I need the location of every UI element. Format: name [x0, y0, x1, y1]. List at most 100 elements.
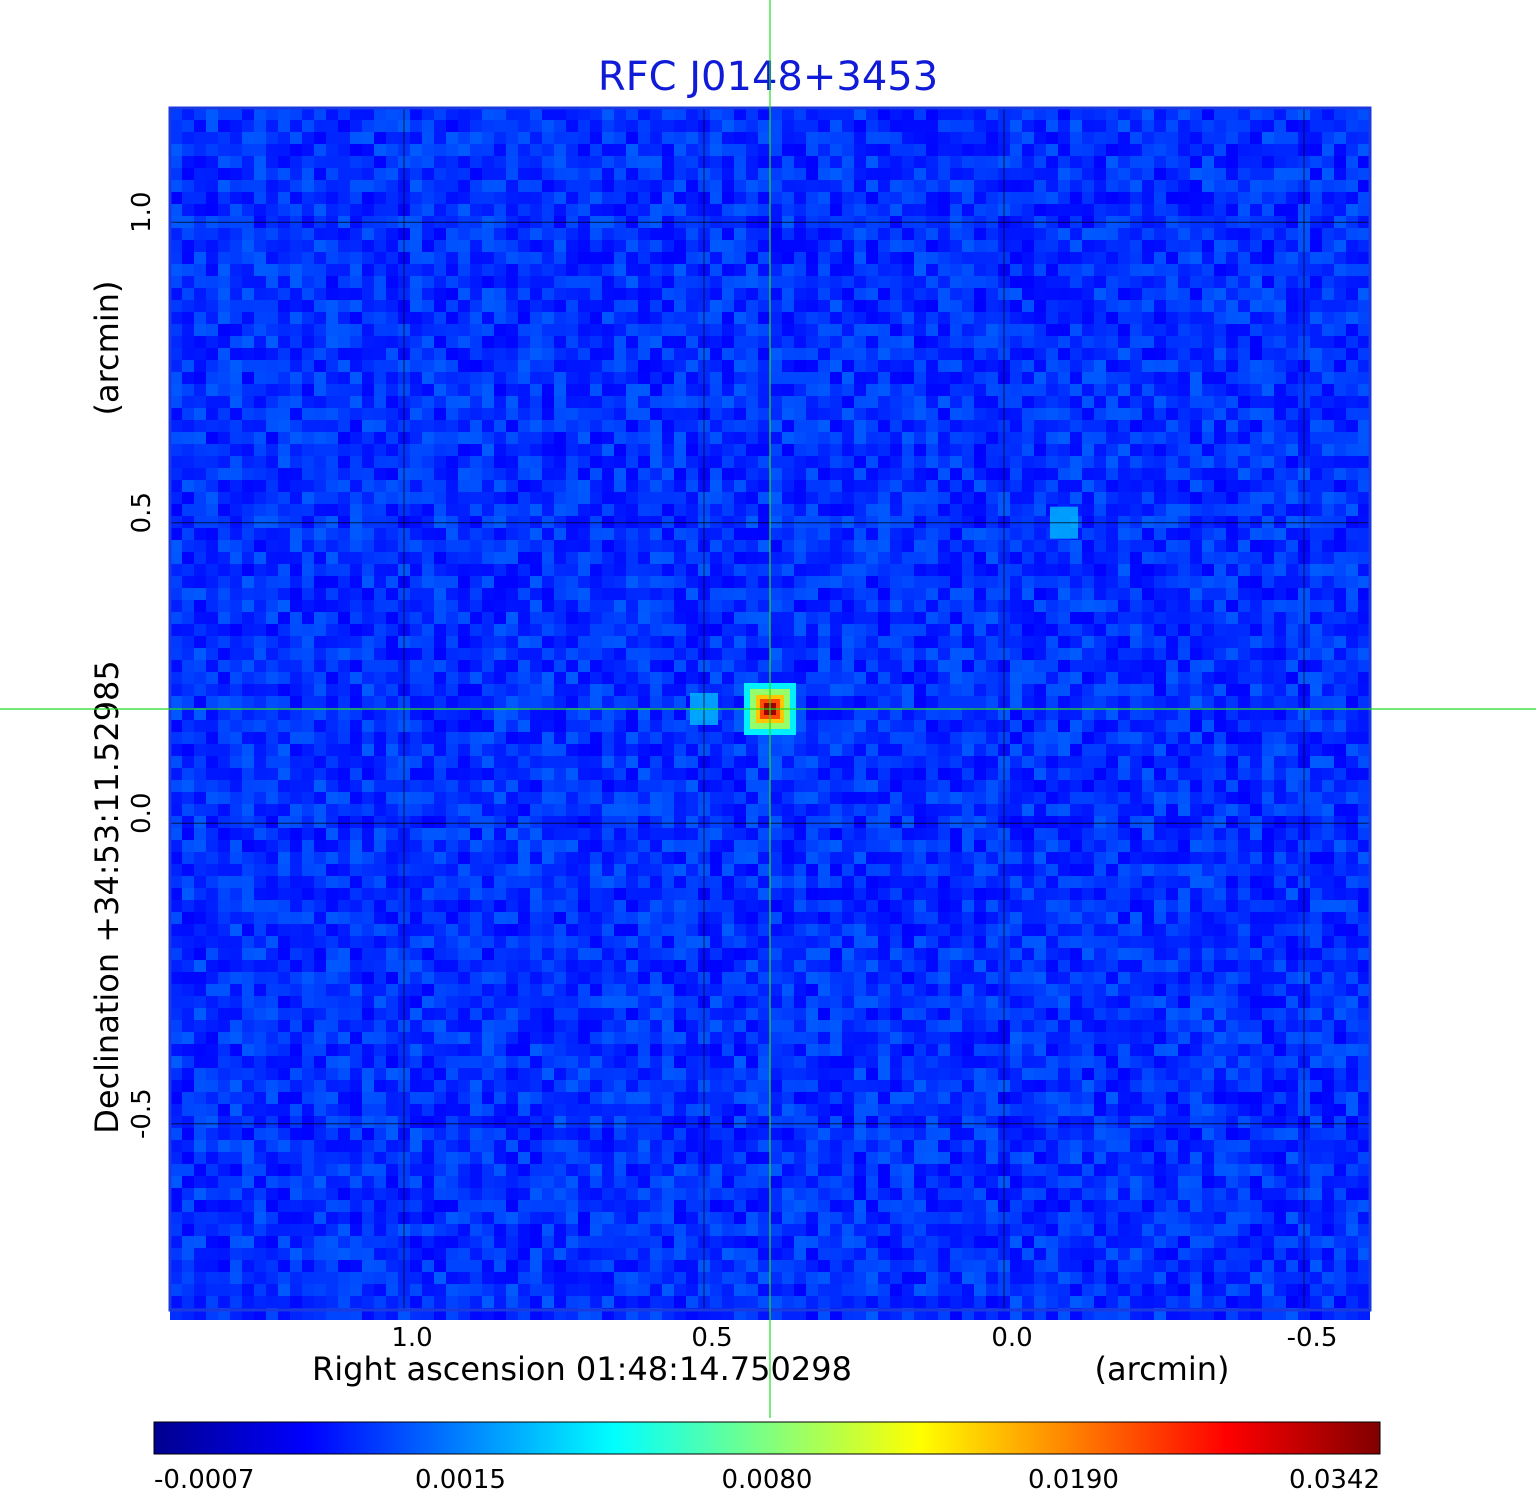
noise-pixel: [1346, 540, 1358, 552]
noise-pixel: [530, 648, 542, 660]
noise-pixel: [578, 660, 590, 672]
noise-pixel: [1262, 324, 1274, 336]
noise-pixel: [1334, 528, 1346, 540]
noise-pixel: [1358, 132, 1370, 144]
noise-pixel: [1190, 480, 1202, 492]
noise-pixel: [494, 552, 506, 564]
noise-pixel: [182, 684, 194, 696]
noise-pixel: [218, 180, 230, 192]
noise-pixel: [1322, 636, 1334, 648]
noise-pixel: [194, 648, 206, 660]
noise-pixel: [674, 648, 686, 660]
noise-pixel: [1166, 324, 1178, 336]
noise-pixel: [1130, 636, 1142, 648]
noise-pixel: [362, 492, 374, 504]
noise-pixel: [830, 672, 842, 684]
noise-pixel: [554, 240, 566, 252]
noise-pixel: [578, 168, 590, 180]
noise-pixel: [326, 300, 338, 312]
noise-pixel: [470, 588, 482, 600]
noise-pixel: [806, 672, 818, 684]
noise-pixel: [542, 180, 554, 192]
noise-pixel: [494, 324, 506, 336]
noise-pixel: [1094, 300, 1106, 312]
noise-pixel: [386, 432, 398, 444]
noise-pixel: [1142, 372, 1154, 384]
noise-pixel: [1310, 360, 1322, 372]
noise-pixel: [602, 336, 614, 348]
noise-pixel: [902, 612, 914, 624]
noise-pixel: [1178, 120, 1190, 132]
noise-pixel: [590, 468, 602, 480]
noise-pixel: [506, 444, 518, 456]
noise-pixel: [1214, 672, 1226, 684]
noise-pixel: [662, 252, 674, 264]
noise-pixel: [278, 372, 290, 384]
noise-pixel: [590, 228, 602, 240]
noise-pixel: [794, 432, 806, 444]
noise-pixel: [458, 612, 470, 624]
noise-pixel: [1154, 240, 1166, 252]
noise-pixel: [722, 540, 734, 552]
noise-pixel: [410, 612, 422, 624]
noise-pixel: [1274, 456, 1286, 468]
noise-pixel: [1154, 180, 1166, 192]
noise-pixel: [302, 516, 314, 528]
noise-pixel: [902, 156, 914, 168]
noise-pixel: [1058, 660, 1070, 672]
noise-pixel: [962, 672, 974, 684]
noise-pixel: [602, 300, 614, 312]
noise-pixel: [1262, 588, 1274, 600]
noise-pixel: [182, 672, 194, 684]
noise-pixel: [974, 168, 986, 180]
noise-pixel: [1166, 528, 1178, 540]
noise-pixel: [986, 624, 998, 636]
noise-pixel: [1142, 480, 1154, 492]
noise-pixel: [782, 156, 794, 168]
noise-pixel: [986, 408, 998, 420]
noise-pixel: [758, 492, 770, 504]
noise-pixel: [770, 564, 782, 576]
noise-pixel: [566, 444, 578, 456]
noise-pixel: [458, 252, 470, 264]
noise-pixel: [1358, 168, 1370, 180]
noise-pixel: [302, 552, 314, 564]
noise-pixel: [194, 372, 206, 384]
noise-pixel: [566, 228, 578, 240]
noise-pixel: [758, 504, 770, 516]
noise-pixel: [458, 504, 470, 516]
noise-pixel: [1118, 600, 1130, 612]
noise-pixel: [926, 504, 938, 516]
noise-pixel: [1154, 348, 1166, 360]
noise-pixel: [254, 384, 266, 396]
noise-pixel: [1106, 468, 1118, 480]
noise-pixel: [1130, 192, 1142, 204]
noise-pixel: [506, 300, 518, 312]
noise-pixel: [1034, 612, 1046, 624]
noise-pixel: [1082, 636, 1094, 648]
noise-pixel: [890, 492, 902, 504]
noise-pixel: [650, 528, 662, 540]
noise-pixel: [350, 348, 362, 360]
noise-pixel: [938, 312, 950, 324]
noise-pixel: [1286, 240, 1298, 252]
noise-pixel: [458, 660, 470, 672]
noise-pixel: [266, 288, 278, 300]
noise-pixel: [338, 180, 350, 192]
noise-pixel: [734, 420, 746, 432]
noise-pixel: [506, 492, 518, 504]
noise-pixel: [974, 264, 986, 276]
noise-pixel: [1250, 684, 1262, 696]
noise-pixel: [842, 480, 854, 492]
noise-pixel: [830, 468, 842, 480]
noise-pixel: [1070, 684, 1082, 696]
noise-pixel: [446, 696, 458, 708]
noise-pixel: [806, 264, 818, 276]
noise-pixel: [542, 588, 554, 600]
noise-pixel: [1130, 420, 1142, 432]
noise-pixel: [230, 612, 242, 624]
noise-pixel: [1142, 108, 1154, 120]
noise-pixel: [410, 696, 422, 708]
noise-pixel: [1106, 384, 1118, 396]
noise-pixel: [386, 516, 398, 528]
